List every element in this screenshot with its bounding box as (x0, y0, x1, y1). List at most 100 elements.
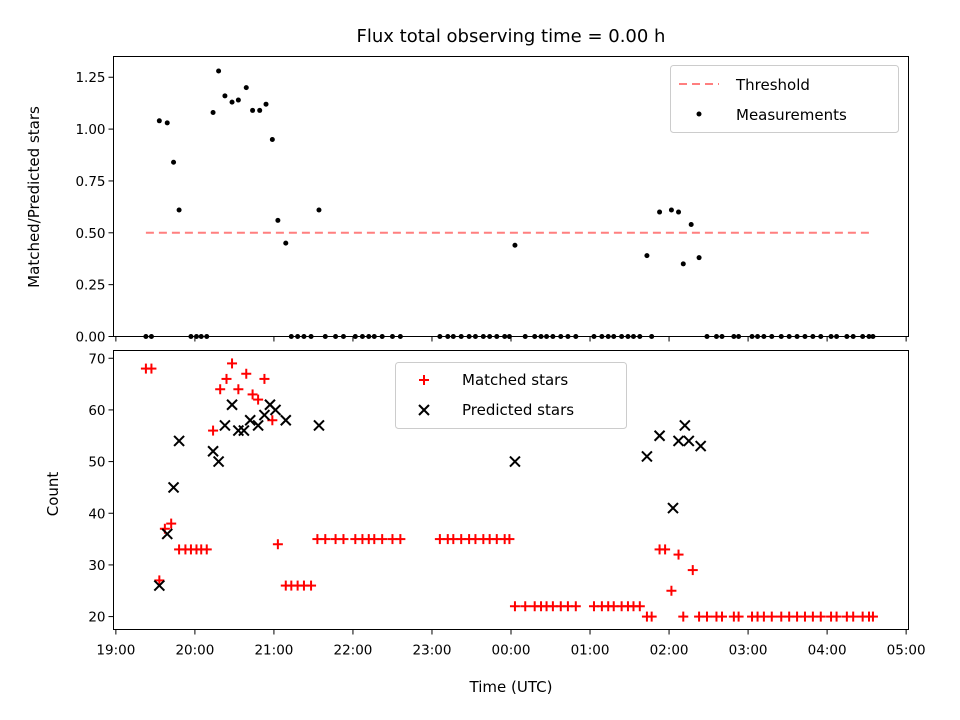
predicted-point (238, 424, 250, 437)
bottom-panel: 20 30 40 50 60 70 19:00 20:00 21:00 22:00 23:00 00… (44, 350, 926, 696)
predicted-point (653, 430, 666, 442)
matched-point (306, 580, 317, 591)
matched-point (504, 534, 515, 545)
matched-point (272, 539, 283, 550)
top-y-ticks: 0.00 0.25 0.50 0.75 1.00 1.25 (75, 70, 114, 346)
x-tick-label: 03:00 (729, 643, 768, 659)
count-points (140, 358, 878, 622)
predicted-point (509, 455, 521, 468)
y-tick-label: 0.75 (75, 174, 105, 190)
y-tick-label: 20 (88, 610, 105, 626)
x-tick-label: 02:00 (650, 643, 689, 659)
matched-point (701, 611, 712, 622)
matched-point (660, 544, 671, 555)
matched-point (221, 373, 232, 384)
predicted-point (679, 419, 691, 432)
matched-point (208, 425, 219, 436)
predicted-point (418, 404, 430, 416)
matched-point (733, 611, 744, 622)
predicted-point (219, 419, 231, 432)
measurement-point (164, 120, 170, 126)
predicted-point (672, 435, 685, 447)
matched-point (233, 384, 244, 395)
x-tick-label: 04:00 (808, 643, 847, 659)
y-tick-label: 70 (88, 351, 105, 367)
x-tick-label: 01:00 (571, 643, 610, 659)
y-tick-label: 1.25 (75, 70, 105, 86)
top-panel: Flux total observing time = 0.00 h 0.00 0… (25, 26, 909, 346)
predicted-point (258, 409, 271, 421)
measurement-point (229, 99, 235, 105)
predicted-point (153, 579, 166, 592)
chart-title: Flux total observing time = 0.00 h (357, 26, 666, 47)
matched-point (259, 373, 270, 384)
y-tick-label: 0.00 (75, 330, 105, 346)
matched-point (227, 358, 238, 369)
matched-point (570, 601, 581, 612)
measurement-point (222, 93, 228, 99)
predicted-point (244, 414, 256, 426)
legend-measurements-swatch (696, 111, 702, 117)
measurement-point (688, 222, 694, 227)
y-tick-label: 60 (88, 403, 105, 419)
matched-point (241, 368, 252, 379)
top-legend: Threshold Measurements (670, 65, 899, 133)
matched-point (831, 611, 842, 622)
measurement-point (176, 207, 182, 213)
matched-point (520, 601, 531, 612)
predicted-point (161, 528, 173, 540)
matched-point (201, 544, 212, 555)
x-axis-label: Time (UTC) (469, 678, 553, 696)
matched-point (395, 534, 406, 545)
top-legend-box (670, 65, 899, 133)
measurement-point (250, 107, 256, 113)
predicted-point (269, 404, 282, 416)
measurement-point (657, 209, 663, 215)
y-tick-label: 0.50 (75, 226, 105, 242)
measurement-point (263, 101, 269, 107)
y-tick-label: 40 (88, 506, 105, 522)
predicted-point (232, 424, 245, 437)
predicted-point (313, 419, 325, 432)
measurement-point (243, 85, 249, 91)
matched-point (716, 611, 727, 622)
measurement-point (644, 253, 650, 259)
matched-point (815, 611, 826, 622)
legend-matched-swatch (419, 375, 429, 385)
x-tick-label: 21:00 (254, 643, 293, 659)
legend-threshold-label: Threshold (735, 76, 810, 94)
measurement-point (283, 240, 289, 246)
top-x-ticks (115, 336, 907, 342)
matched-point (666, 585, 677, 596)
x-tick-label: 20:00 (175, 643, 214, 659)
bottom-x-ticks: 19:00 20:00 21:00 22:00 23:00 00:00 01:00 02:00… (96, 629, 926, 659)
measurement-point (275, 217, 281, 223)
predicted-point (641, 450, 653, 463)
matched-point (419, 375, 429, 385)
matched-point (509, 601, 520, 612)
matched-point (247, 389, 258, 400)
matched-point (766, 611, 777, 622)
measurement-point (269, 136, 275, 142)
x-tick-label: 00:00 (492, 643, 531, 659)
measurement-point (210, 110, 216, 115)
measurement-point (156, 118, 162, 124)
measurement-point (680, 261, 686, 267)
legend-measurements-label: Measurements (736, 106, 847, 124)
predicted-point (173, 435, 185, 447)
matched-point (146, 363, 157, 374)
measurement-point (316, 207, 322, 213)
predicted-point (280, 414, 292, 426)
predicted-point (167, 481, 180, 494)
x-tick-label: 19:00 (96, 643, 135, 659)
bottom-legend: Matched stars Predicted stars (395, 362, 627, 429)
matched-point (253, 394, 264, 405)
x-tick-label: 05:00 (887, 643, 926, 659)
matched-point (320, 534, 331, 545)
matched-point (678, 611, 689, 622)
measurement-point (171, 159, 177, 165)
predicted-point (694, 440, 707, 452)
matched-point (166, 518, 177, 529)
legend-predicted-label: Predicted stars (462, 401, 574, 419)
